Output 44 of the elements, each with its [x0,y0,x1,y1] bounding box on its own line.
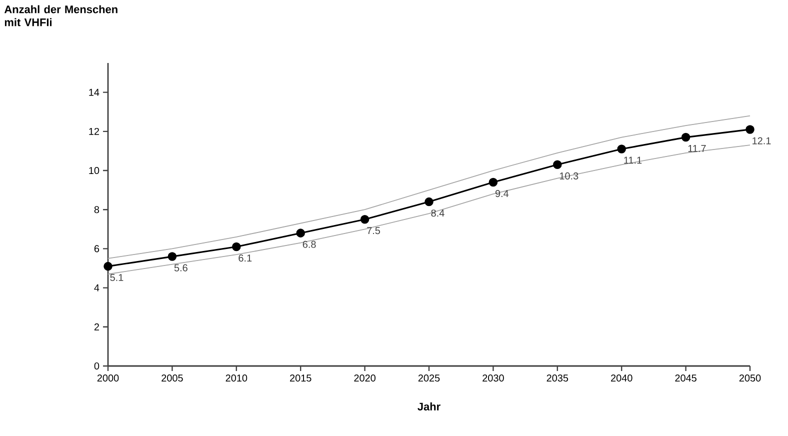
point [488,178,498,187]
y-tick-label: 12 [89,128,99,135]
y-axis-title: Anzahl der Menschen mit VHFIi [4,5,118,26]
point [168,252,177,261]
x-tick-label: 2015 [290,374,312,382]
x-tick-label: 2005 [162,374,183,382]
data-label: 12.1 [752,137,771,144]
x-tick-label: 2020 [354,374,376,382]
point [746,125,754,134]
x-tick-label: 2040 [611,374,632,382]
data-label: 8.4 [431,210,444,217]
point [360,215,370,224]
x-tick-label: 2000 [97,374,119,382]
data-label: 9.4 [495,190,509,198]
x-tick-label: 2050 [739,374,761,382]
y-tick-label: 4 [94,284,100,292]
point [296,228,305,238]
line-series [108,144,750,275]
y-tick-label: 8 [94,206,100,214]
x-tick-label: 2010 [226,374,248,382]
x-tick-label: 2035 [546,374,568,382]
data-label: 6.1 [238,254,252,262]
data-label: 7.5 [367,227,380,234]
point [232,242,241,252]
x-tick-label: 2030 [482,374,504,382]
y-tick-label: 6 [94,245,100,252]
y-tick-label: 2 [94,323,99,330]
point [617,144,626,154]
y-tick-label: 0 [94,362,100,370]
point [424,197,434,206]
data-label: 10.3 [560,172,578,180]
data-label: 11.1 [624,156,642,164]
x-tick-label: 2025 [418,374,440,382]
x-axis-title: Jahr [418,402,440,410]
data-label: 6.8 [302,240,316,248]
x-tick-label: 2045 [675,374,696,382]
data-label: 5.6 [174,264,188,272]
data-label: 5.1 [110,274,124,282]
point [681,132,690,142]
point [104,262,112,271]
data-label: 11.7 [688,145,706,152]
point [553,160,562,170]
y-tick-label: 10 [89,166,100,174]
y-tick-label: 14 [89,88,100,96]
